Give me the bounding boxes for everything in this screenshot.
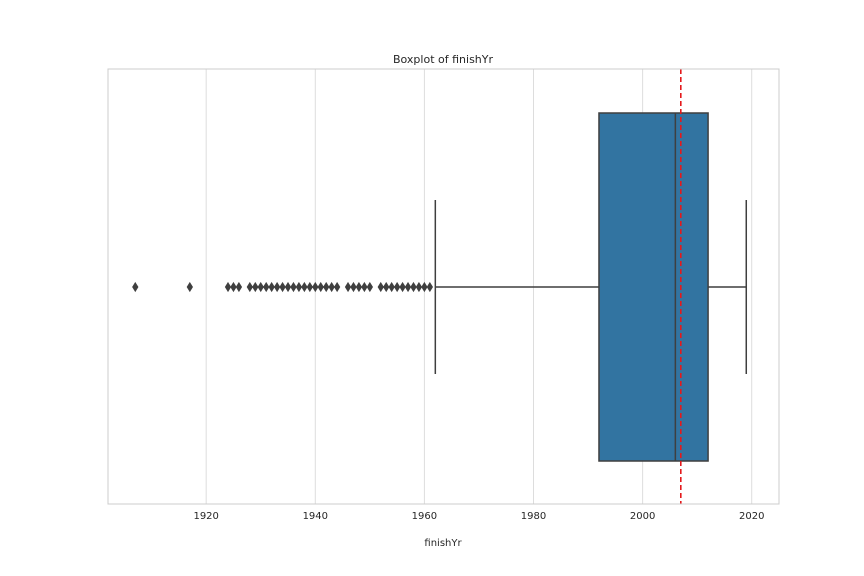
outlier-point bbox=[404, 281, 412, 293]
x-tick-label: 2000 bbox=[630, 511, 655, 522]
outlier-point bbox=[312, 281, 319, 293]
outlier-point bbox=[410, 281, 417, 293]
outlier-point bbox=[257, 281, 264, 293]
x-tick-label: 1920 bbox=[193, 511, 218, 522]
outlier-point bbox=[317, 281, 324, 293]
outlier-point bbox=[388, 281, 395, 293]
outlier-point bbox=[290, 281, 297, 293]
outlier-point bbox=[230, 281, 237, 293]
outlier-point bbox=[421, 281, 428, 293]
plot-border bbox=[107, 68, 780, 505]
outlier-point bbox=[263, 281, 270, 293]
x-tick-label: 1940 bbox=[303, 511, 328, 522]
outlier-point bbox=[279, 281, 286, 293]
x-tick-label: 1980 bbox=[521, 511, 546, 522]
outlier-point bbox=[383, 281, 390, 293]
outlier-point bbox=[301, 281, 308, 293]
outlier-point bbox=[246, 281, 253, 293]
outlier-point bbox=[328, 281, 335, 293]
x-tick-label: 2020 bbox=[739, 511, 764, 522]
outlier-point bbox=[344, 281, 352, 293]
plot-frame bbox=[107, 68, 780, 505]
outlier-point bbox=[132, 281, 139, 293]
outlier-point bbox=[273, 281, 281, 293]
outlier-point bbox=[415, 281, 423, 293]
outlier-point bbox=[284, 281, 292, 293]
x-axis-label: finishYr bbox=[424, 538, 462, 549]
outlier-point bbox=[355, 281, 363, 293]
outlier-point bbox=[399, 281, 406, 293]
outlier-point bbox=[333, 281, 341, 293]
outlier-point bbox=[350, 281, 357, 293]
outlier-point bbox=[224, 281, 232, 293]
chart-title: Boxplot of finishYr bbox=[393, 53, 494, 66]
outlier-point bbox=[366, 281, 374, 293]
outlier-point bbox=[186, 281, 193, 293]
box-plot bbox=[132, 69, 748, 504]
outlier-point bbox=[361, 281, 368, 293]
outlier-point bbox=[323, 281, 330, 293]
x-tick-labels: 1920 1940 1960 1980 2000 2020 bbox=[193, 511, 764, 522]
outlier-point bbox=[235, 281, 243, 293]
outlier-point bbox=[252, 281, 259, 293]
outlier-point bbox=[426, 281, 434, 293]
outlier-point bbox=[295, 281, 303, 293]
iqr-box bbox=[598, 112, 709, 462]
outlier-point bbox=[268, 281, 275, 293]
outlier-point bbox=[393, 281, 401, 293]
x-tick-label: 1960 bbox=[412, 511, 437, 522]
outlier-point bbox=[306, 281, 313, 293]
outlier-point bbox=[377, 281, 384, 293]
